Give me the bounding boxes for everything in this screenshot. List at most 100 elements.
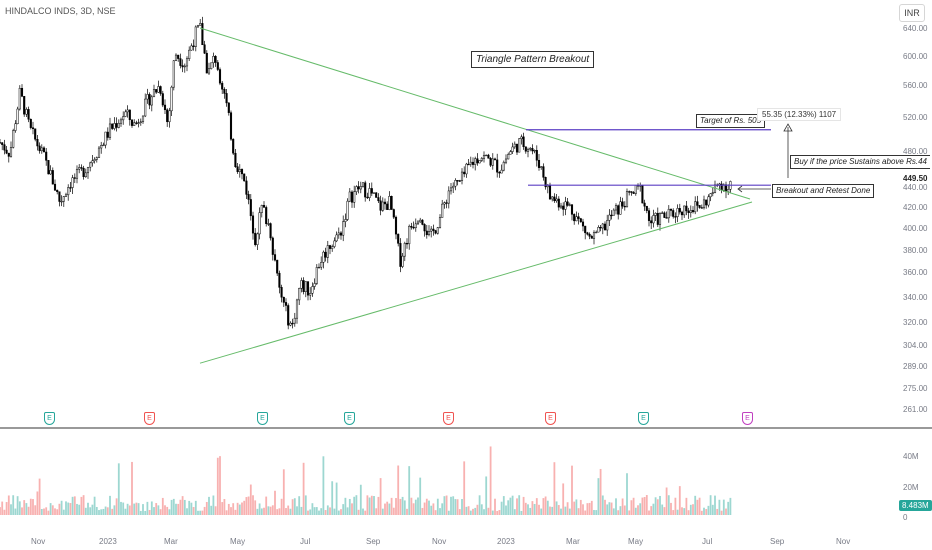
candle-body (86, 166, 90, 174)
volume-bar (480, 504, 483, 515)
candle-body (232, 138, 235, 154)
candle-body (702, 199, 706, 209)
candle-body (394, 216, 398, 235)
earnings-marker[interactable]: E (638, 412, 649, 425)
candle-body (436, 227, 439, 234)
candle-body (240, 169, 244, 175)
volume-bar (293, 498, 296, 515)
earnings-marker[interactable]: E (742, 412, 753, 425)
candle-body (357, 186, 360, 190)
volume-bar (329, 507, 331, 515)
volume-bar (227, 503, 230, 515)
candle-body (524, 146, 527, 152)
candle-body (584, 225, 587, 234)
candle-body (397, 233, 400, 244)
volume-bar (399, 498, 402, 515)
volume-bar (584, 510, 587, 515)
candle-body (23, 96, 26, 115)
volume-bar (639, 503, 642, 515)
currency-button[interactable]: INR (899, 4, 925, 22)
candle-body (201, 23, 204, 46)
time-tick: Nov (836, 537, 851, 546)
candle-body (150, 96, 153, 106)
candle-body (271, 237, 274, 255)
candle-body (245, 180, 248, 195)
volume-bar (634, 507, 637, 515)
volume-bar (342, 504, 345, 515)
earnings-marker[interactable]: E (257, 412, 268, 425)
volume-bar (375, 508, 378, 515)
candle-body (509, 151, 512, 155)
volume-bar (111, 508, 114, 515)
candle-body (51, 170, 54, 185)
time-tick: May (230, 537, 246, 546)
volume-bar (474, 507, 477, 515)
candle-body (320, 262, 323, 268)
candle-body (146, 94, 149, 100)
volume-bar (113, 505, 116, 515)
buy-label: Buy if the price Sustains above Rs.44 (790, 155, 930, 169)
volume-bar (265, 496, 268, 515)
candle-body (254, 232, 257, 245)
volume-bar (271, 505, 274, 515)
earnings-marker[interactable]: E (44, 412, 55, 425)
volume-bar (190, 502, 193, 515)
earnings-marker[interactable]: E (144, 412, 155, 425)
volume-bar (650, 506, 653, 515)
volume-bar (527, 504, 529, 515)
candle-body (212, 55, 215, 64)
volume-bar (571, 465, 573, 515)
candle-body (289, 322, 292, 326)
volume-bar (212, 495, 215, 515)
volume-bar (529, 507, 532, 515)
candle-body (298, 288, 301, 301)
earnings-marker[interactable]: E (443, 412, 454, 425)
volume-bar (135, 502, 138, 515)
candle-body (348, 191, 351, 202)
price-tick: 480.00 (903, 147, 928, 156)
candle-body (711, 192, 714, 194)
candle-body (40, 147, 43, 152)
volume-bar (7, 495, 10, 515)
candle-body (478, 160, 481, 164)
volume-bar (157, 505, 160, 515)
volume-bar (656, 499, 659, 515)
volume-bar (577, 508, 580, 515)
candle-body (689, 210, 692, 213)
candle-body (590, 236, 593, 239)
volume-bar (232, 503, 235, 515)
candle-body (216, 62, 219, 70)
volume-bar (80, 496, 83, 515)
earnings-marker[interactable]: E (545, 412, 556, 425)
candle-body (586, 232, 589, 235)
volume-bar (670, 502, 672, 515)
volume-bar (289, 508, 292, 515)
volume-bar (276, 509, 279, 515)
candle-body (650, 220, 653, 224)
volume-bar (406, 508, 408, 515)
price-tick: 560.00 (903, 81, 928, 90)
volume-bar (716, 508, 719, 515)
candle-body (685, 205, 688, 212)
candle-body (601, 223, 604, 229)
candle-body (410, 225, 413, 228)
candle-body (449, 187, 453, 192)
candle-body (416, 221, 420, 225)
candle-body (179, 58, 182, 66)
candle-body (520, 136, 523, 139)
volume-bar (106, 507, 109, 515)
candle-body (278, 272, 281, 288)
volume-bar (245, 497, 248, 515)
candle-body (287, 305, 290, 326)
volume-bar (498, 510, 501, 515)
volume-bar (47, 510, 50, 515)
pattern-title-label: Triangle Pattern Breakout (471, 51, 595, 68)
candle-body (302, 280, 305, 292)
earnings-marker[interactable]: E (344, 412, 355, 425)
volume-bar (608, 502, 611, 515)
candle-body (0, 142, 2, 144)
candle-body (643, 202, 646, 207)
candle-body (174, 54, 178, 62)
candle-body (335, 234, 338, 242)
